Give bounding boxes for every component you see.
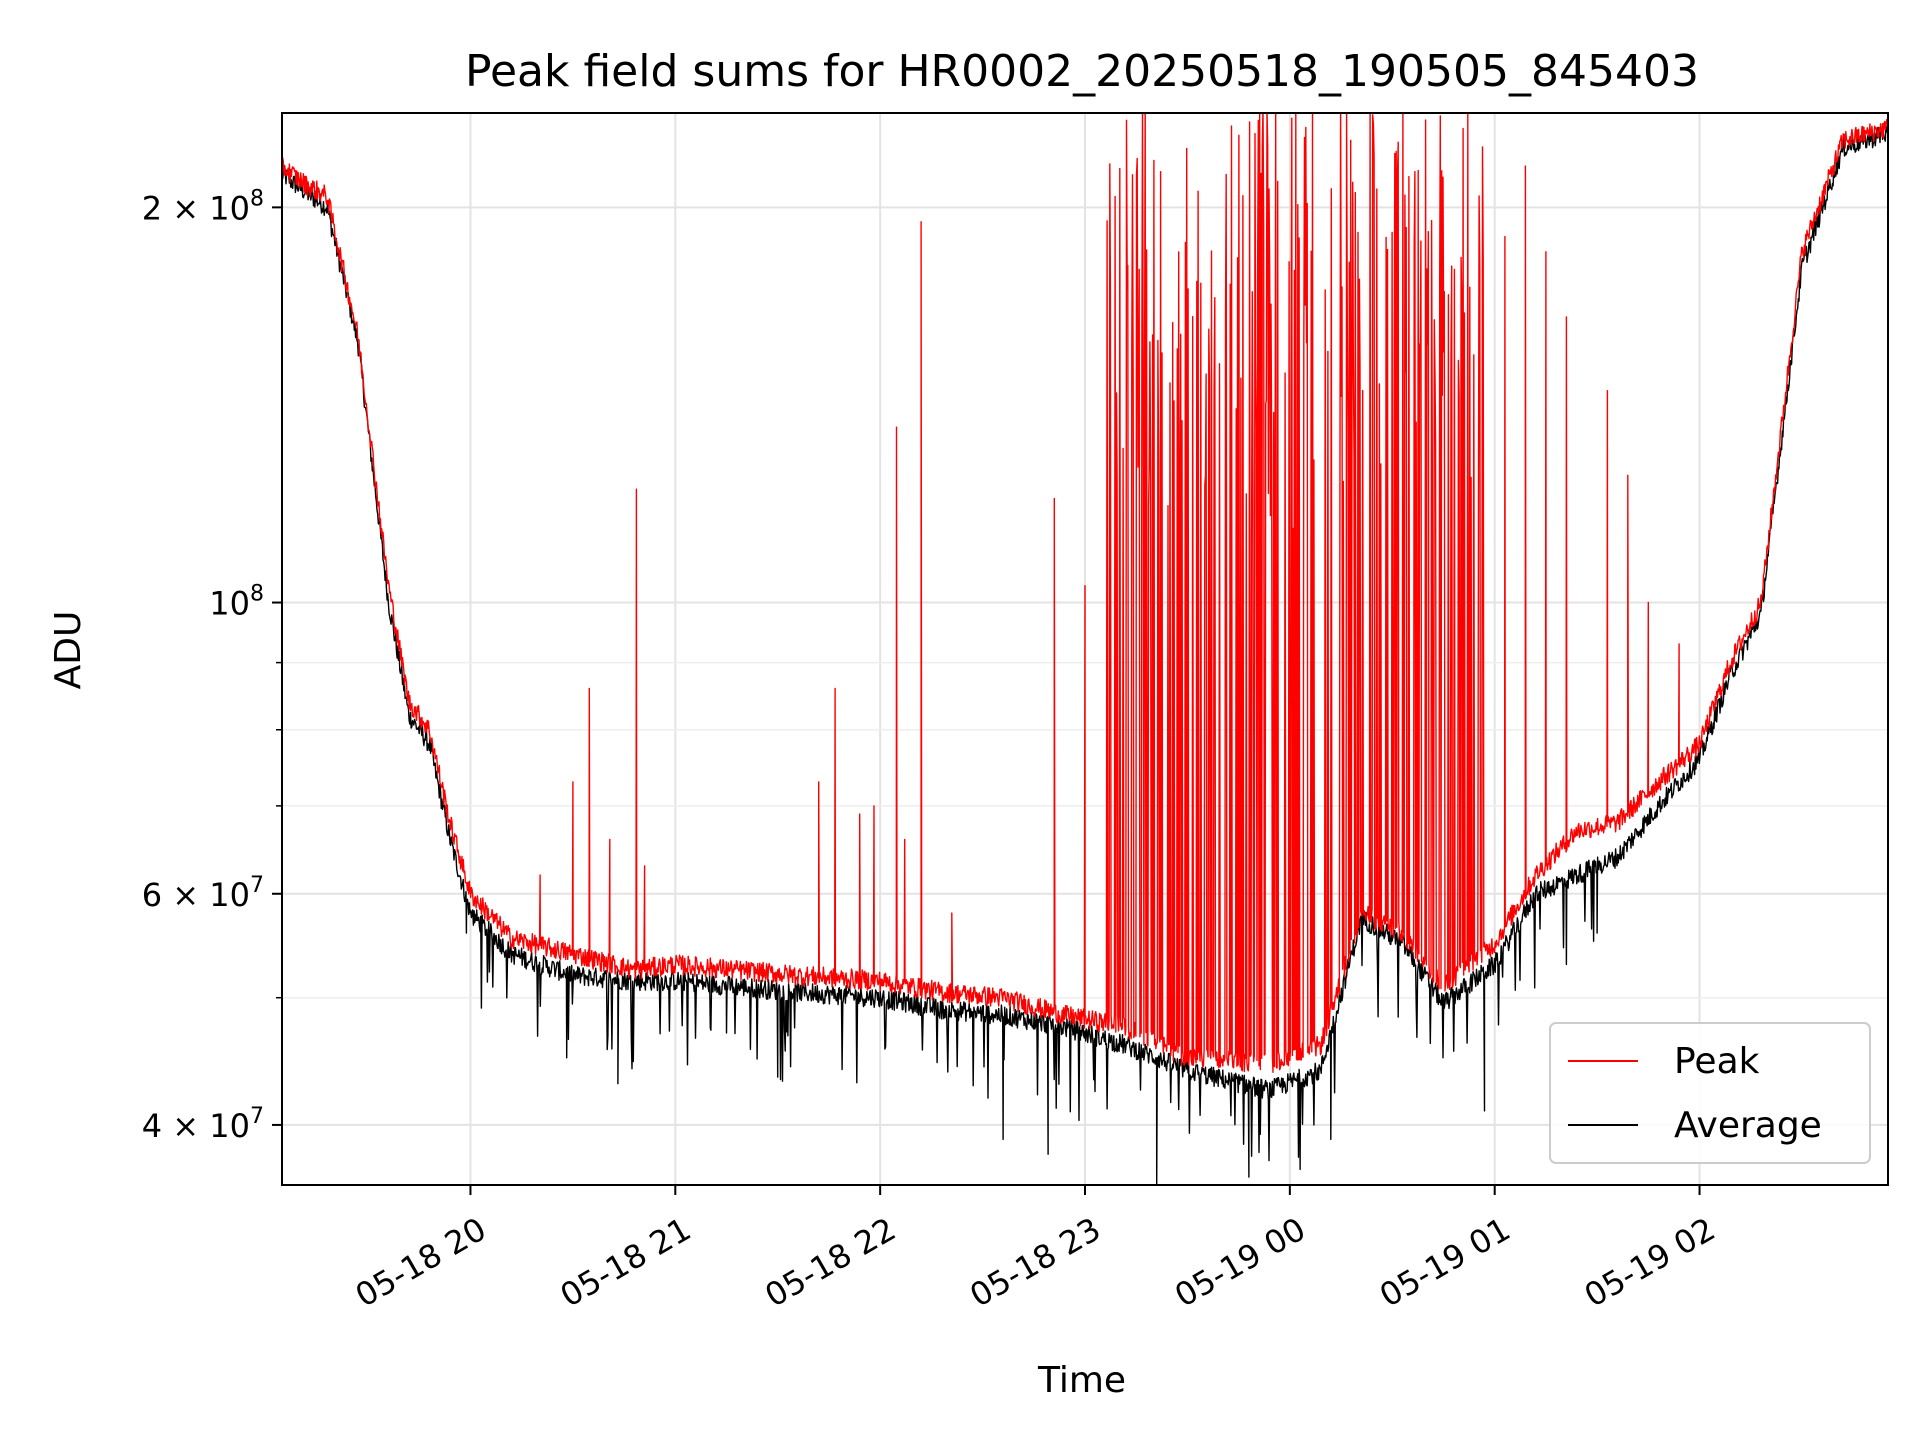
y-tick-exponent: 8 [250, 582, 264, 607]
legend: Peak Average [1549, 1022, 1871, 1164]
series-line-peak [282, 113, 1888, 1073]
legend-label-average: Average [1674, 1105, 1822, 1146]
y-tick-label: 4 × 107 [142, 1104, 264, 1145]
y-axis: 4 × 107 6 × 107 108 2 × 108 [142, 186, 282, 1145]
chart-title: Peak field sums for HR0002_20250518_1905… [465, 46, 1699, 97]
y-tick-exponent: 7 [250, 1104, 264, 1129]
x-axis-label: Time [1037, 1360, 1126, 1401]
legend-box [1549, 1022, 1871, 1164]
y-tick-label: 108 [209, 582, 264, 623]
series-line-average [282, 124, 1888, 1185]
y-tick-label: 2 × 108 [142, 186, 264, 227]
legend-label-peak: Peak [1674, 1041, 1760, 1082]
y-tick-label: 6 × 107 [142, 873, 264, 914]
y-tick-exponent: 7 [250, 873, 264, 898]
y-tick-exponent: 8 [250, 186, 264, 211]
plot-series [282, 113, 1888, 1185]
y-axis-label: ADU [48, 611, 89, 690]
